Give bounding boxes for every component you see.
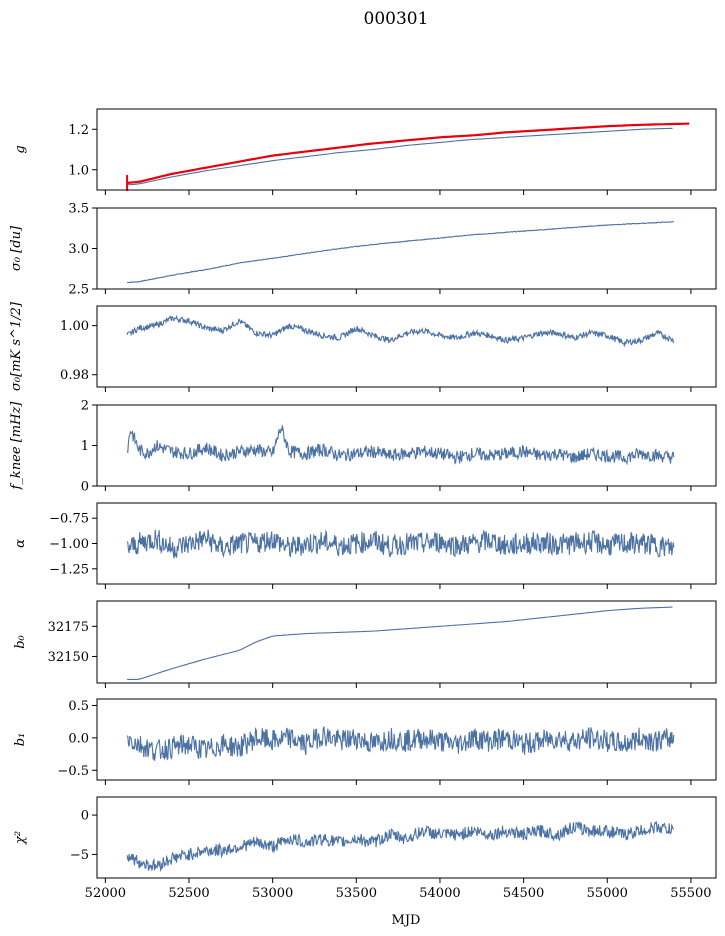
y-tick-label-alpha-0: −1.25 bbox=[49, 562, 89, 577]
y-tick-label-sigma0-mk-0: 0.98 bbox=[60, 368, 89, 383]
y-tick-label-alpha-1: −1.00 bbox=[49, 537, 89, 552]
x-tick-label-3: 53500 bbox=[336, 886, 377, 901]
series-line-chi2-0 bbox=[126, 821, 674, 872]
panel-frame-sigma0-du bbox=[96, 207, 717, 290]
y-tick-label-sigma0-mk-1: 1.00 bbox=[60, 319, 89, 334]
x-axis-label: MJD bbox=[392, 913, 421, 928]
series-line-g-0 bbox=[127, 127, 673, 186]
series-line-sigma0-du-0 bbox=[127, 221, 674, 284]
x-tick-label-7: 55500 bbox=[670, 886, 711, 901]
y-tick-label-b1-2: 0.5 bbox=[68, 699, 89, 714]
y-axis-label-alpha: α bbox=[13, 539, 28, 548]
series-line-b0-0 bbox=[127, 606, 673, 680]
y-tick-label-sigma0-du-1: 3.0 bbox=[68, 242, 89, 257]
panel-g: 1.0 1.2 g bbox=[13, 108, 717, 195]
x-tick-label-6: 55000 bbox=[587, 886, 628, 901]
panel-fknee: 0 1 2 f_knee [mHz] bbox=[9, 399, 717, 495]
y-tick-label-g-1: 1.2 bbox=[68, 123, 89, 138]
panel-chi2: −5 0 52000 52500 53000 53500 54000 54500 55000 55… bbox=[13, 796, 717, 901]
y-tick-label-chi2-1: 0 bbox=[81, 809, 89, 824]
series-line-fknee-0 bbox=[126, 425, 675, 466]
panel-b1: −0.5 0.0 0.5 b₁ bbox=[13, 698, 717, 785]
y-tick-label-b1-1: 0.0 bbox=[68, 731, 89, 746]
series-line-g-1 bbox=[127, 122, 690, 184]
y-axis-label-sigma0-du: σ₀ [du] bbox=[9, 225, 24, 271]
y-tick-label-fknee-0: 0 bbox=[81, 480, 89, 495]
x-tick-label-4: 54000 bbox=[419, 886, 460, 901]
y-axis-label-g: g bbox=[13, 145, 28, 153]
x-tick-label-5: 54500 bbox=[503, 886, 544, 901]
y-tick-label-b0-1: 32175 bbox=[48, 620, 89, 635]
y-tick-label-chi2-0: −5 bbox=[70, 848, 89, 863]
figure-title: 000301 bbox=[364, 9, 429, 29]
panel-sigma0-du: 2.5 3.0 3.5 σ₀ [du] bbox=[9, 202, 717, 298]
panels: 1.0 1.2 g 2.5 3.0 3.5 σ₀ [du] 0.98 1.00 σ₀[mK s^1… bbox=[9, 108, 717, 901]
y-tick-label-alpha-2: −0.75 bbox=[49, 512, 89, 527]
panel-alpha: −1.25 −1.00 −0.75 α bbox=[13, 502, 717, 589]
x-tick-label-0: 52000 bbox=[85, 886, 126, 901]
panel-frame-fknee bbox=[96, 404, 717, 487]
y-tick-label-g-0: 1.0 bbox=[68, 163, 89, 178]
y-tick-label-sigma0-du-2: 3.5 bbox=[68, 202, 89, 217]
y-axis-label-fknee: f_knee [mHz] bbox=[9, 401, 24, 491]
y-axis-label-chi2: χ² bbox=[13, 831, 28, 845]
panel-frame-b1 bbox=[96, 698, 717, 781]
y-axis-label-sigma0-mk: σ₀[mK s^1/2] bbox=[9, 301, 24, 391]
y-tick-label-sigma0-du-0: 2.5 bbox=[68, 283, 89, 298]
panel-frame-g bbox=[96, 108, 717, 191]
panel-frame-sigma0-mk bbox=[96, 305, 717, 388]
y-tick-label-fknee-1: 1 bbox=[81, 439, 89, 454]
y-axis-label-b0: b₀ bbox=[13, 634, 28, 648]
series-line-alpha-0 bbox=[126, 529, 675, 559]
panel-frame-b0 bbox=[96, 600, 717, 684]
series-line-sigma0-mk-0 bbox=[126, 314, 675, 348]
y-tick-label-b1-0: −0.5 bbox=[57, 764, 89, 779]
panel-sigma0-mk: 0.98 1.00 σ₀[mK s^1/2] bbox=[9, 301, 717, 392]
panel-frame-chi2 bbox=[96, 796, 717, 879]
y-tick-label-b0-0: 32150 bbox=[48, 650, 89, 665]
x-tick-label-2: 53000 bbox=[252, 886, 293, 901]
panel-b0: 32150 32175 b₀ bbox=[13, 600, 717, 688]
y-tick-label-fknee-2: 2 bbox=[81, 399, 89, 414]
x-tick-label-1: 52500 bbox=[168, 886, 209, 901]
series-line-b1-0 bbox=[126, 726, 675, 761]
y-axis-label-b1: b₁ bbox=[13, 733, 28, 747]
